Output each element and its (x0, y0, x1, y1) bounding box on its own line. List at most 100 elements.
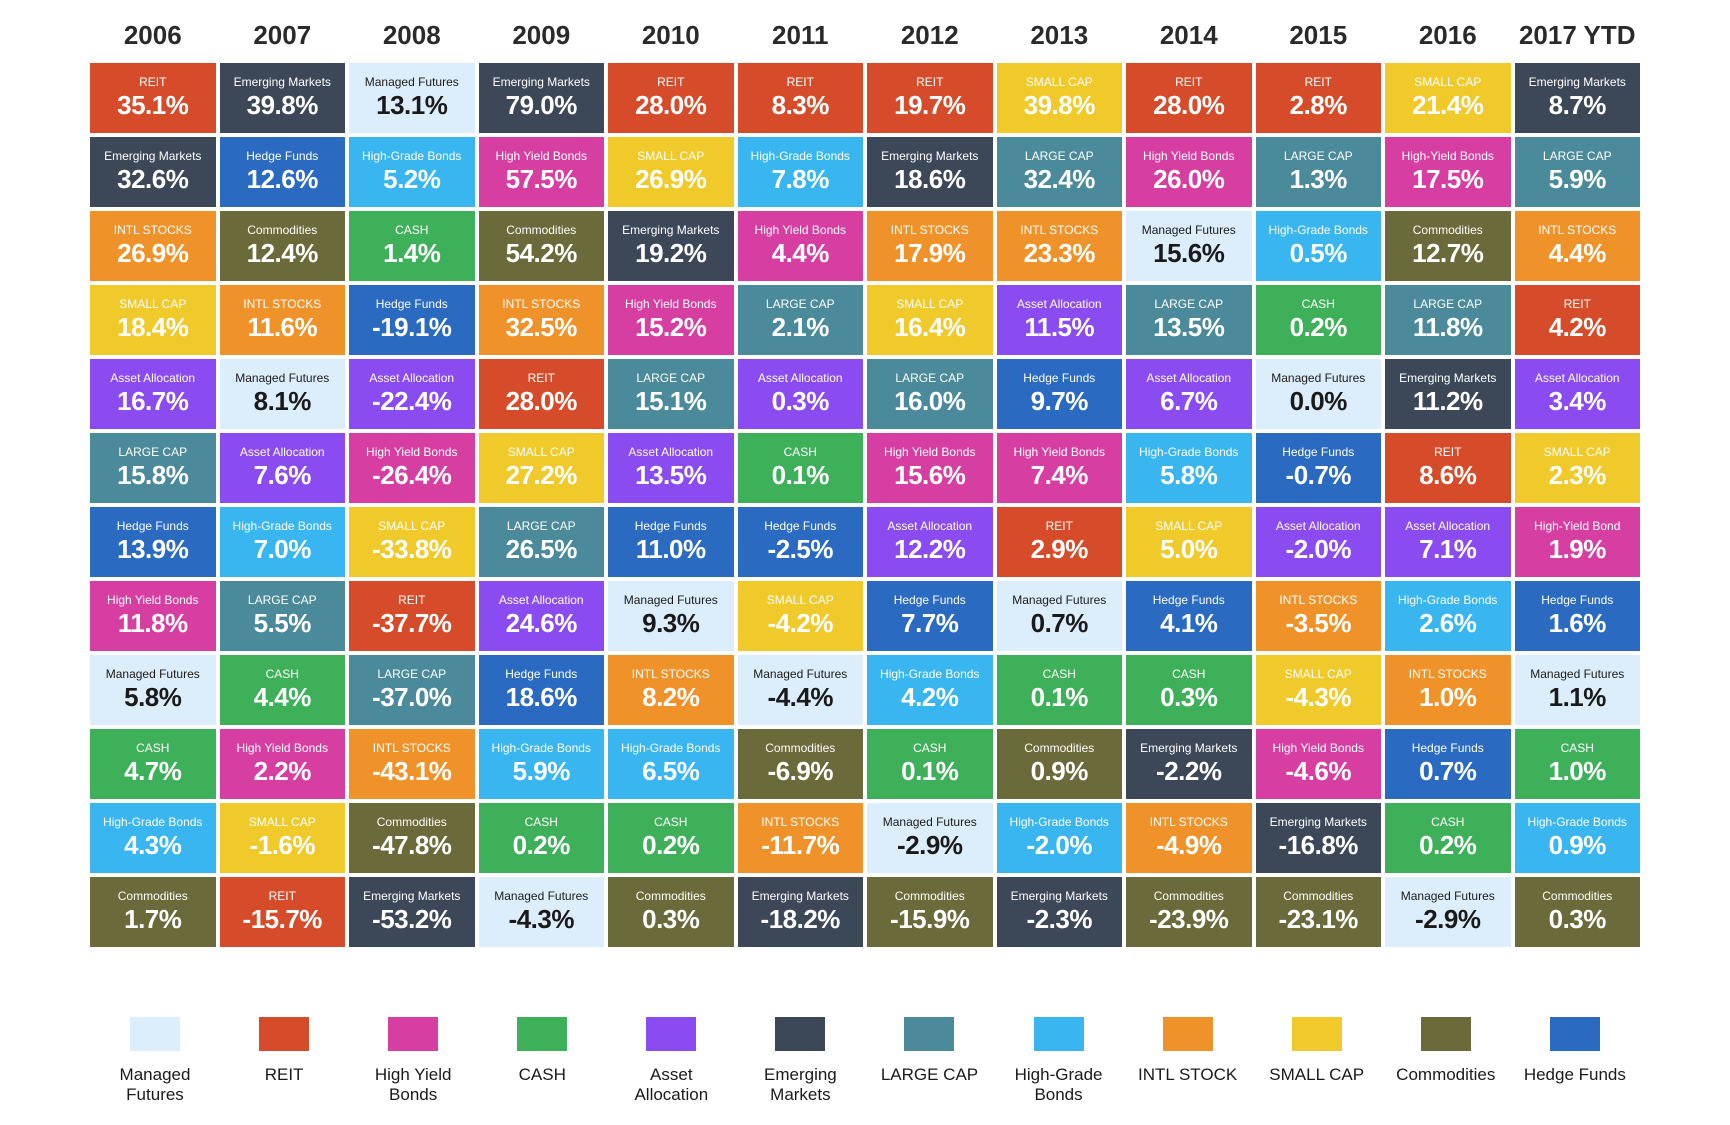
quilt-cell-cash: CASH0.2% (1385, 803, 1511, 873)
quilt-cell-managed_futures: Managed Futures1.1% (1515, 655, 1641, 725)
quilt-cell-commodities: Commodities-23.9% (1126, 877, 1252, 947)
quilt-cell-asset_allocation: Asset Allocation16.7% (90, 359, 216, 429)
quilt-cell-reit: REIT2.8% (1256, 63, 1382, 133)
cell-value: 1.0% (1549, 757, 1606, 786)
cell-label: Commodities (1024, 742, 1094, 755)
cell-label: Managed Futures (1401, 890, 1495, 903)
quilt-cell-intl_stock: INTL STOCKS8.2% (608, 655, 734, 725)
cell-value: 0.2% (1419, 831, 1476, 860)
cell-label: LARGE CAP (118, 446, 187, 459)
cell-label: Managed Futures (1530, 668, 1624, 681)
quilt-cell-managed_futures: Managed Futures13.1% (349, 63, 475, 133)
cell-value: 15.6% (894, 461, 965, 490)
cell-label: Emerging Markets (752, 890, 849, 903)
quilt-cell-managed_futures: Managed Futures0.7% (997, 581, 1123, 651)
cell-value: 79.0% (506, 91, 577, 120)
cell-value: -4.9% (1156, 831, 1221, 860)
quilt-cell-commodities: Commodities0.3% (1515, 877, 1641, 947)
cell-label: Emerging Markets (1270, 816, 1367, 829)
cell-value: 5.0% (1160, 535, 1217, 564)
year-header: 2016 (1385, 20, 1511, 59)
cell-label: High-Grade Bonds (1269, 224, 1368, 237)
cell-label: SMALL CAP (1285, 668, 1352, 681)
year-header: 2006 (90, 20, 216, 59)
cell-label: LARGE CAP (1413, 298, 1482, 311)
legend-item-high_yield_bonds: High Yield Bonds (358, 1017, 468, 1105)
cell-label: CASH (913, 742, 946, 755)
quilt-cell-high_grade_bonds: High-Grade Bonds5.8% (1126, 433, 1252, 503)
cell-value: 0.9% (1031, 757, 1088, 786)
cell-value: 13.5% (1153, 313, 1224, 342)
year-header: 2008 (349, 20, 475, 59)
cell-label: Commodities (765, 742, 835, 755)
cell-label: INTL STOCKS (502, 298, 580, 311)
quilt-cell-high_yield_bonds: High Yield Bonds-26.4% (349, 433, 475, 503)
quilt-cell-small_cap: SMALL CAP16.4% (867, 285, 993, 355)
quilt-cell-cash: CASH0.2% (479, 803, 605, 873)
quilt-cell-large_cap: LARGE CAP15.1% (608, 359, 734, 429)
quilt-cell-high_yield_bonds: High Yield Bonds4.4% (738, 211, 864, 281)
cell-label: Hedge Funds (376, 298, 448, 311)
cell-value: 4.2% (1549, 313, 1606, 342)
cell-label: REIT (1046, 520, 1073, 533)
cell-label: Emerging Markets (1399, 372, 1496, 385)
cell-value: 5.5% (254, 609, 311, 638)
cell-value: 7.6% (254, 461, 311, 490)
legend-label: INTL STOCK (1138, 1065, 1237, 1085)
quilt-cell-reit: REIT28.0% (1126, 63, 1252, 133)
cell-label: Managed Futures (624, 594, 718, 607)
quilt-cell-reit: REIT19.7% (867, 63, 993, 133)
cell-value: -53.2% (372, 905, 451, 934)
cell-value: -37.7% (372, 609, 451, 638)
year-header: 2015 (1256, 20, 1382, 59)
cell-label: LARGE CAP (1543, 150, 1612, 163)
quilt-cell-large_cap: LARGE CAP32.4% (997, 137, 1123, 207)
quilt-cell-hedge_funds: Hedge Funds4.1% (1126, 581, 1252, 651)
cell-value: -6.9% (768, 757, 833, 786)
quilt-cell-managed_futures: Managed Futures-4.3% (479, 877, 605, 947)
cell-value: 0.3% (1160, 683, 1217, 712)
cell-label: Asset Allocation (1276, 520, 1361, 533)
cell-value: 18.6% (506, 683, 577, 712)
cell-label: Asset Allocation (1017, 298, 1102, 311)
cell-value: 11.2% (1413, 387, 1483, 416)
quilt-cell-high_grade_bonds: High-Grade Bonds2.6% (1385, 581, 1511, 651)
cell-value: 12.2% (894, 535, 965, 564)
cell-value: 4.4% (254, 683, 311, 712)
quilt-cell-managed_futures: Managed Futures8.1% (220, 359, 346, 429)
cell-value: 26.5% (506, 535, 577, 564)
cell-label: CASH (654, 816, 687, 829)
cell-label: High-Grade Bonds (233, 520, 332, 533)
cell-value: 11.6% (247, 313, 317, 342)
cell-value: 8.1% (254, 387, 311, 416)
cell-value: 1.4% (383, 239, 440, 268)
quilt-cell-high_grade_bonds: High-Grade Bonds7.0% (220, 507, 346, 577)
cell-value: 11.5% (1024, 313, 1094, 342)
quilt-cell-high_grade_bonds: High-Grade Bonds-2.0% (997, 803, 1123, 873)
cell-value: 0.1% (1031, 683, 1088, 712)
cell-value: 15.1% (635, 387, 706, 416)
quilt-cell-small_cap: SMALL CAP18.4% (90, 285, 216, 355)
cell-label: CASH (1302, 298, 1335, 311)
quilt-cell-emerging_markets: Emerging Markets8.7% (1515, 63, 1641, 133)
quilt-cell-reit: REIT35.1% (90, 63, 216, 133)
quilt-cell-high_grade_bonds: High-Grade Bonds4.2% (867, 655, 993, 725)
year-header: 2010 (608, 20, 734, 59)
quilt-cell-commodities: Commodities54.2% (479, 211, 605, 281)
cell-value: 4.4% (1549, 239, 1606, 268)
cell-value: 1.9% (1549, 535, 1606, 564)
cell-label: High-Grade Bonds (1528, 816, 1627, 829)
cell-label: High-Yield Bonds (1402, 150, 1494, 163)
quilt-cell-reit: REIT28.0% (608, 63, 734, 133)
quilt-cell-large_cap: LARGE CAP15.8% (90, 433, 216, 503)
cell-value: 4.2% (901, 683, 958, 712)
cell-value: 9.7% (1031, 387, 1088, 416)
legend-swatch (904, 1017, 954, 1051)
cell-value: 13.5% (635, 461, 706, 490)
cell-value: 8.3% (772, 91, 829, 120)
cell-value: 32.4% (1024, 165, 1095, 194)
quilt-cell-hedge_funds: Hedge Funds-2.5% (738, 507, 864, 577)
cell-label: SMALL CAP (119, 298, 186, 311)
quilt-cell-asset_allocation: Asset Allocation7.1% (1385, 507, 1511, 577)
cell-label: LARGE CAP (766, 298, 835, 311)
